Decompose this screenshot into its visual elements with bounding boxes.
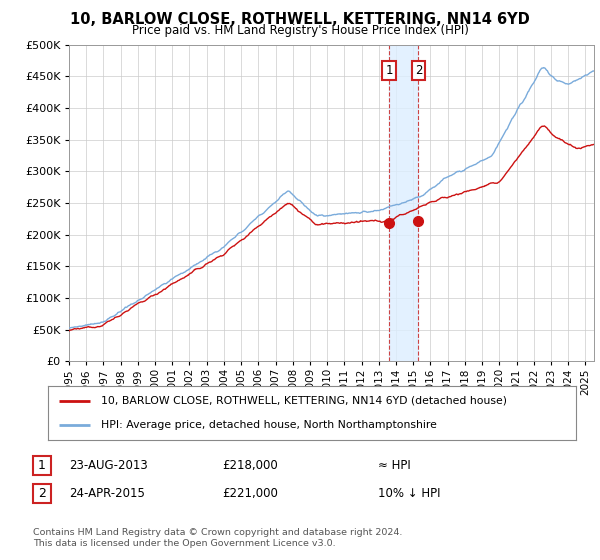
Text: 2: 2	[38, 487, 46, 501]
Bar	[389, 45, 418, 361]
Text: £218,000: £218,000	[222, 459, 278, 473]
Text: 10% ↓ HPI: 10% ↓ HPI	[378, 487, 440, 501]
Text: 10, BARLOW CLOSE, ROTHWELL, KETTERING, NN14 6YD (detached house): 10, BARLOW CLOSE, ROTHWELL, KETTERING, N…	[101, 396, 507, 406]
Text: 10, BARLOW CLOSE, ROTHWELL, KETTERING, NN14 6YD: 10, BARLOW CLOSE, ROTHWELL, KETTERING, N…	[70, 12, 530, 27]
Text: £221,000: £221,000	[222, 487, 278, 501]
Text: 2: 2	[415, 64, 422, 77]
Text: HPI: Average price, detached house, North Northamptonshire: HPI: Average price, detached house, Nort…	[101, 420, 437, 430]
Text: ≈ HPI: ≈ HPI	[378, 459, 411, 473]
Text: Price paid vs. HM Land Registry's House Price Index (HPI): Price paid vs. HM Land Registry's House …	[131, 24, 469, 37]
Text: 24-APR-2015: 24-APR-2015	[69, 487, 145, 501]
Text: Contains HM Land Registry data © Crown copyright and database right 2024.
This d: Contains HM Land Registry data © Crown c…	[33, 528, 403, 548]
Text: 1: 1	[385, 64, 393, 77]
Text: 23-AUG-2013: 23-AUG-2013	[69, 459, 148, 473]
Text: 1: 1	[38, 459, 46, 473]
